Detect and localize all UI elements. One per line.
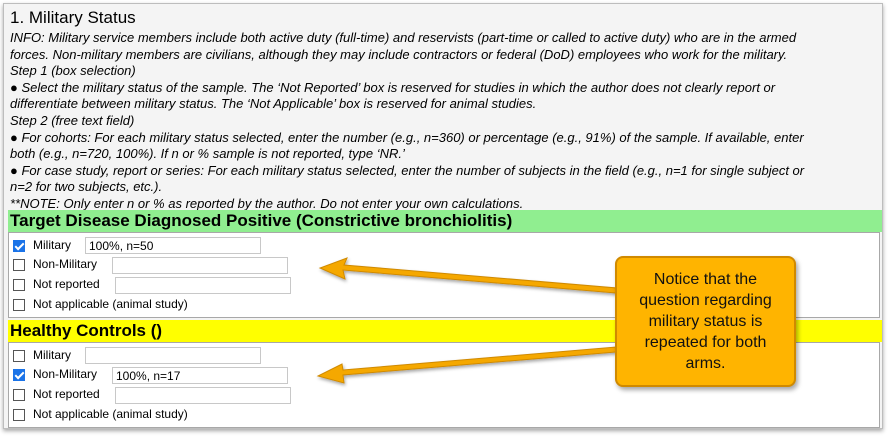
section-title: 1. Military Status: [10, 8, 136, 27]
option-label: Not applicable (animal study): [33, 297, 188, 311]
option-label: Military: [33, 348, 71, 362]
option-not-reported: Not reported: [13, 385, 100, 404]
instructions: INFO: Military service members include b…: [10, 30, 882, 213]
annotation-callout: Notice that the question regarding milit…: [615, 256, 796, 387]
option-label: Not reported: [33, 387, 100, 401]
instruction-line: ● For case study, report or series: For …: [10, 162, 805, 178]
group-header-target-disease: Target Disease Diagnosed Positive (Const…: [8, 210, 882, 232]
arrow-to-first-group: [318, 257, 618, 294]
option-label: Military: [33, 238, 71, 252]
military-count-input[interactable]: 100%, n=50: [85, 237, 261, 254]
instruction-line: **NOTE: Only enter n or % as reported by…: [10, 195, 524, 211]
not-reported-input[interactable]: [115, 277, 291, 294]
checkbox-non-military[interactable]: [13, 258, 25, 271]
option-label: Non-Military: [33, 367, 98, 381]
checkbox-not-applicable[interactable]: [13, 298, 25, 311]
option-not-applicable: Not applicable (animal study): [13, 405, 188, 424]
instruction-line: INFO: Military service members include b…: [10, 30, 797, 45]
checkbox-non-military[interactable]: [13, 368, 25, 381]
not-reported-input[interactable]: [115, 387, 291, 404]
checkbox-not-reported[interactable]: [13, 388, 25, 401]
checkbox-not-reported[interactable]: [13, 278, 25, 291]
instruction-line: Step 2 (free text field): [10, 112, 135, 128]
military-count-input[interactable]: [85, 347, 261, 364]
option-label: Not applicable (animal study): [33, 407, 188, 421]
callout-text: Notice that the question regarding milit…: [639, 271, 772, 372]
instruction-line: both (e.g., n=720, 100%). If n or % samp…: [10, 146, 405, 162]
non-military-count-input[interactable]: [112, 257, 288, 274]
instruction-line: ● Select the military status of the samp…: [10, 79, 776, 95]
instruction-line: differentiate between military status. T…: [10, 96, 537, 112]
instruction-line: Step 1 (box selection): [10, 63, 136, 79]
arrow-to-second-group: [316, 346, 617, 384]
instruction-line: forces. Non-military members are civilia…: [10, 46, 788, 62]
non-military-count-input[interactable]: 100%, n=17: [112, 367, 288, 384]
checkbox-military[interactable]: [13, 349, 25, 362]
instruction-line: ● For cohorts: For each military status …: [10, 129, 804, 145]
option-military: Military: [13, 236, 71, 255]
option-not-applicable: Not applicable (animal study): [13, 295, 188, 314]
checkbox-not-applicable[interactable]: [13, 408, 25, 421]
instruction-line: n=2 for two subjects, etc.).: [10, 179, 163, 195]
option-military: Military: [13, 346, 71, 365]
checkbox-military[interactable]: [13, 239, 25, 252]
option-non-military: Non-Military: [13, 255, 97, 274]
option-not-reported: Not reported: [13, 275, 100, 294]
option-non-military: Non-Military: [13, 365, 97, 384]
option-label: Non-Military: [33, 257, 98, 271]
option-label: Not reported: [33, 277, 100, 291]
